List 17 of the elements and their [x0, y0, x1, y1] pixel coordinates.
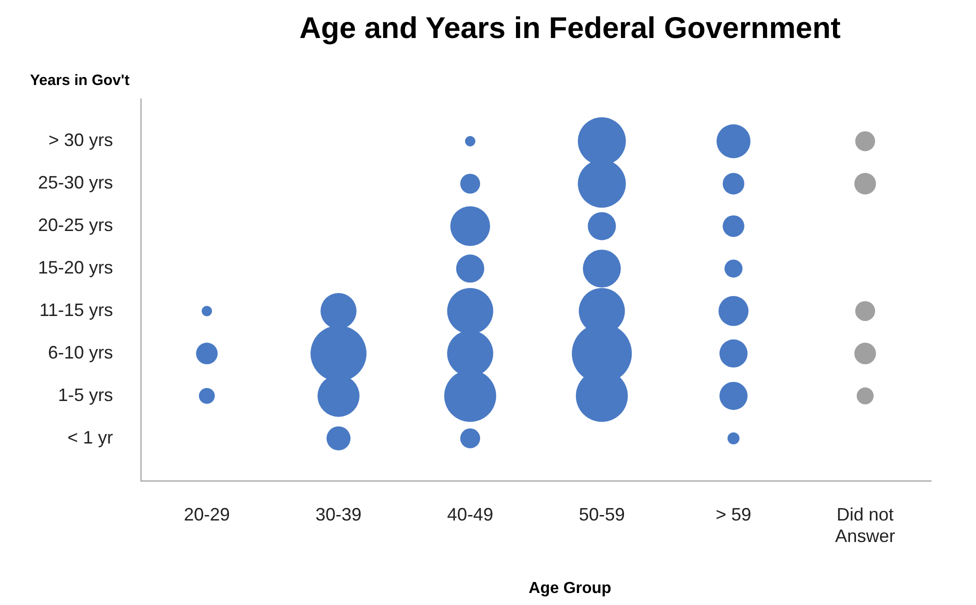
x-tick-label: 50-59	[578, 504, 625, 525]
category-label: 15-20 yrs	[38, 258, 114, 278]
x-tick-label: Did not Answer	[835, 504, 896, 546]
x-tick-label: 20-29	[184, 504, 230, 525]
category-label: 1-5 yrs	[58, 384, 114, 405]
x-tick-label: > 59	[716, 504, 752, 525]
category-label: > 30 yrs	[48, 130, 114, 150]
x-axis-title: Age Group	[528, 580, 612, 598]
x-tick-label: 40-49	[447, 504, 494, 525]
category-label: 6-10 yrs	[48, 342, 114, 362]
chart-title: Age and Years in Federal Government	[298, 12, 842, 46]
category-label: 20-25 yrs	[38, 215, 114, 236]
y-axis-title: Years in Gov't	[30, 72, 130, 89]
category-label: < 1 yr	[68, 427, 114, 448]
category-label: 25-30 yrs	[38, 172, 114, 193]
category-label: 11-15 yrs	[39, 300, 114, 320]
x-tick-label: 30-39	[316, 504, 362, 525]
